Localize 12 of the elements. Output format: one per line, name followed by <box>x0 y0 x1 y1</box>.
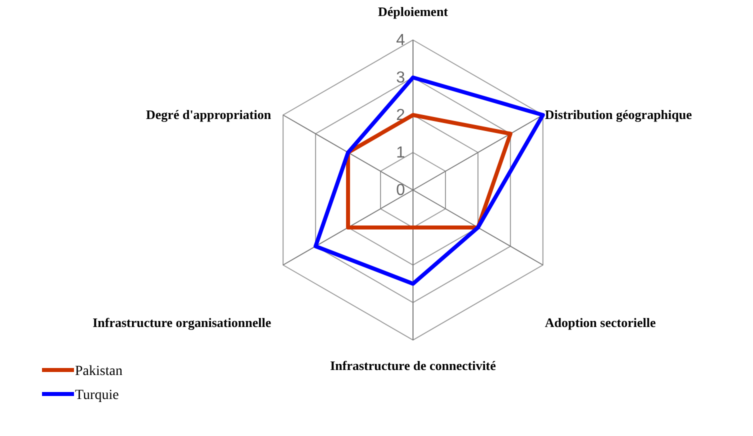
y-tick-label: 0 <box>396 182 406 200</box>
spoke-label: Infrastructure organisationnelle <box>92 315 272 330</box>
spoke-label: Distribution géographique <box>544 107 692 122</box>
y-tick-label: 3 <box>396 70 406 87</box>
spoke-label: Adoption sectorielle <box>544 315 656 330</box>
legend-label: Turquie <box>75 388 119 403</box>
y-tick-label: 4 <box>396 32 406 50</box>
legend-label: Pakistan <box>75 364 122 379</box>
spoke-label: Infrastructure de connectivité <box>330 358 496 373</box>
spoke-label: Degré d'appropriation <box>146 107 272 122</box>
y-tick-label: 1 <box>396 144 406 162</box>
spoke-label: Déploiement <box>378 4 449 19</box>
